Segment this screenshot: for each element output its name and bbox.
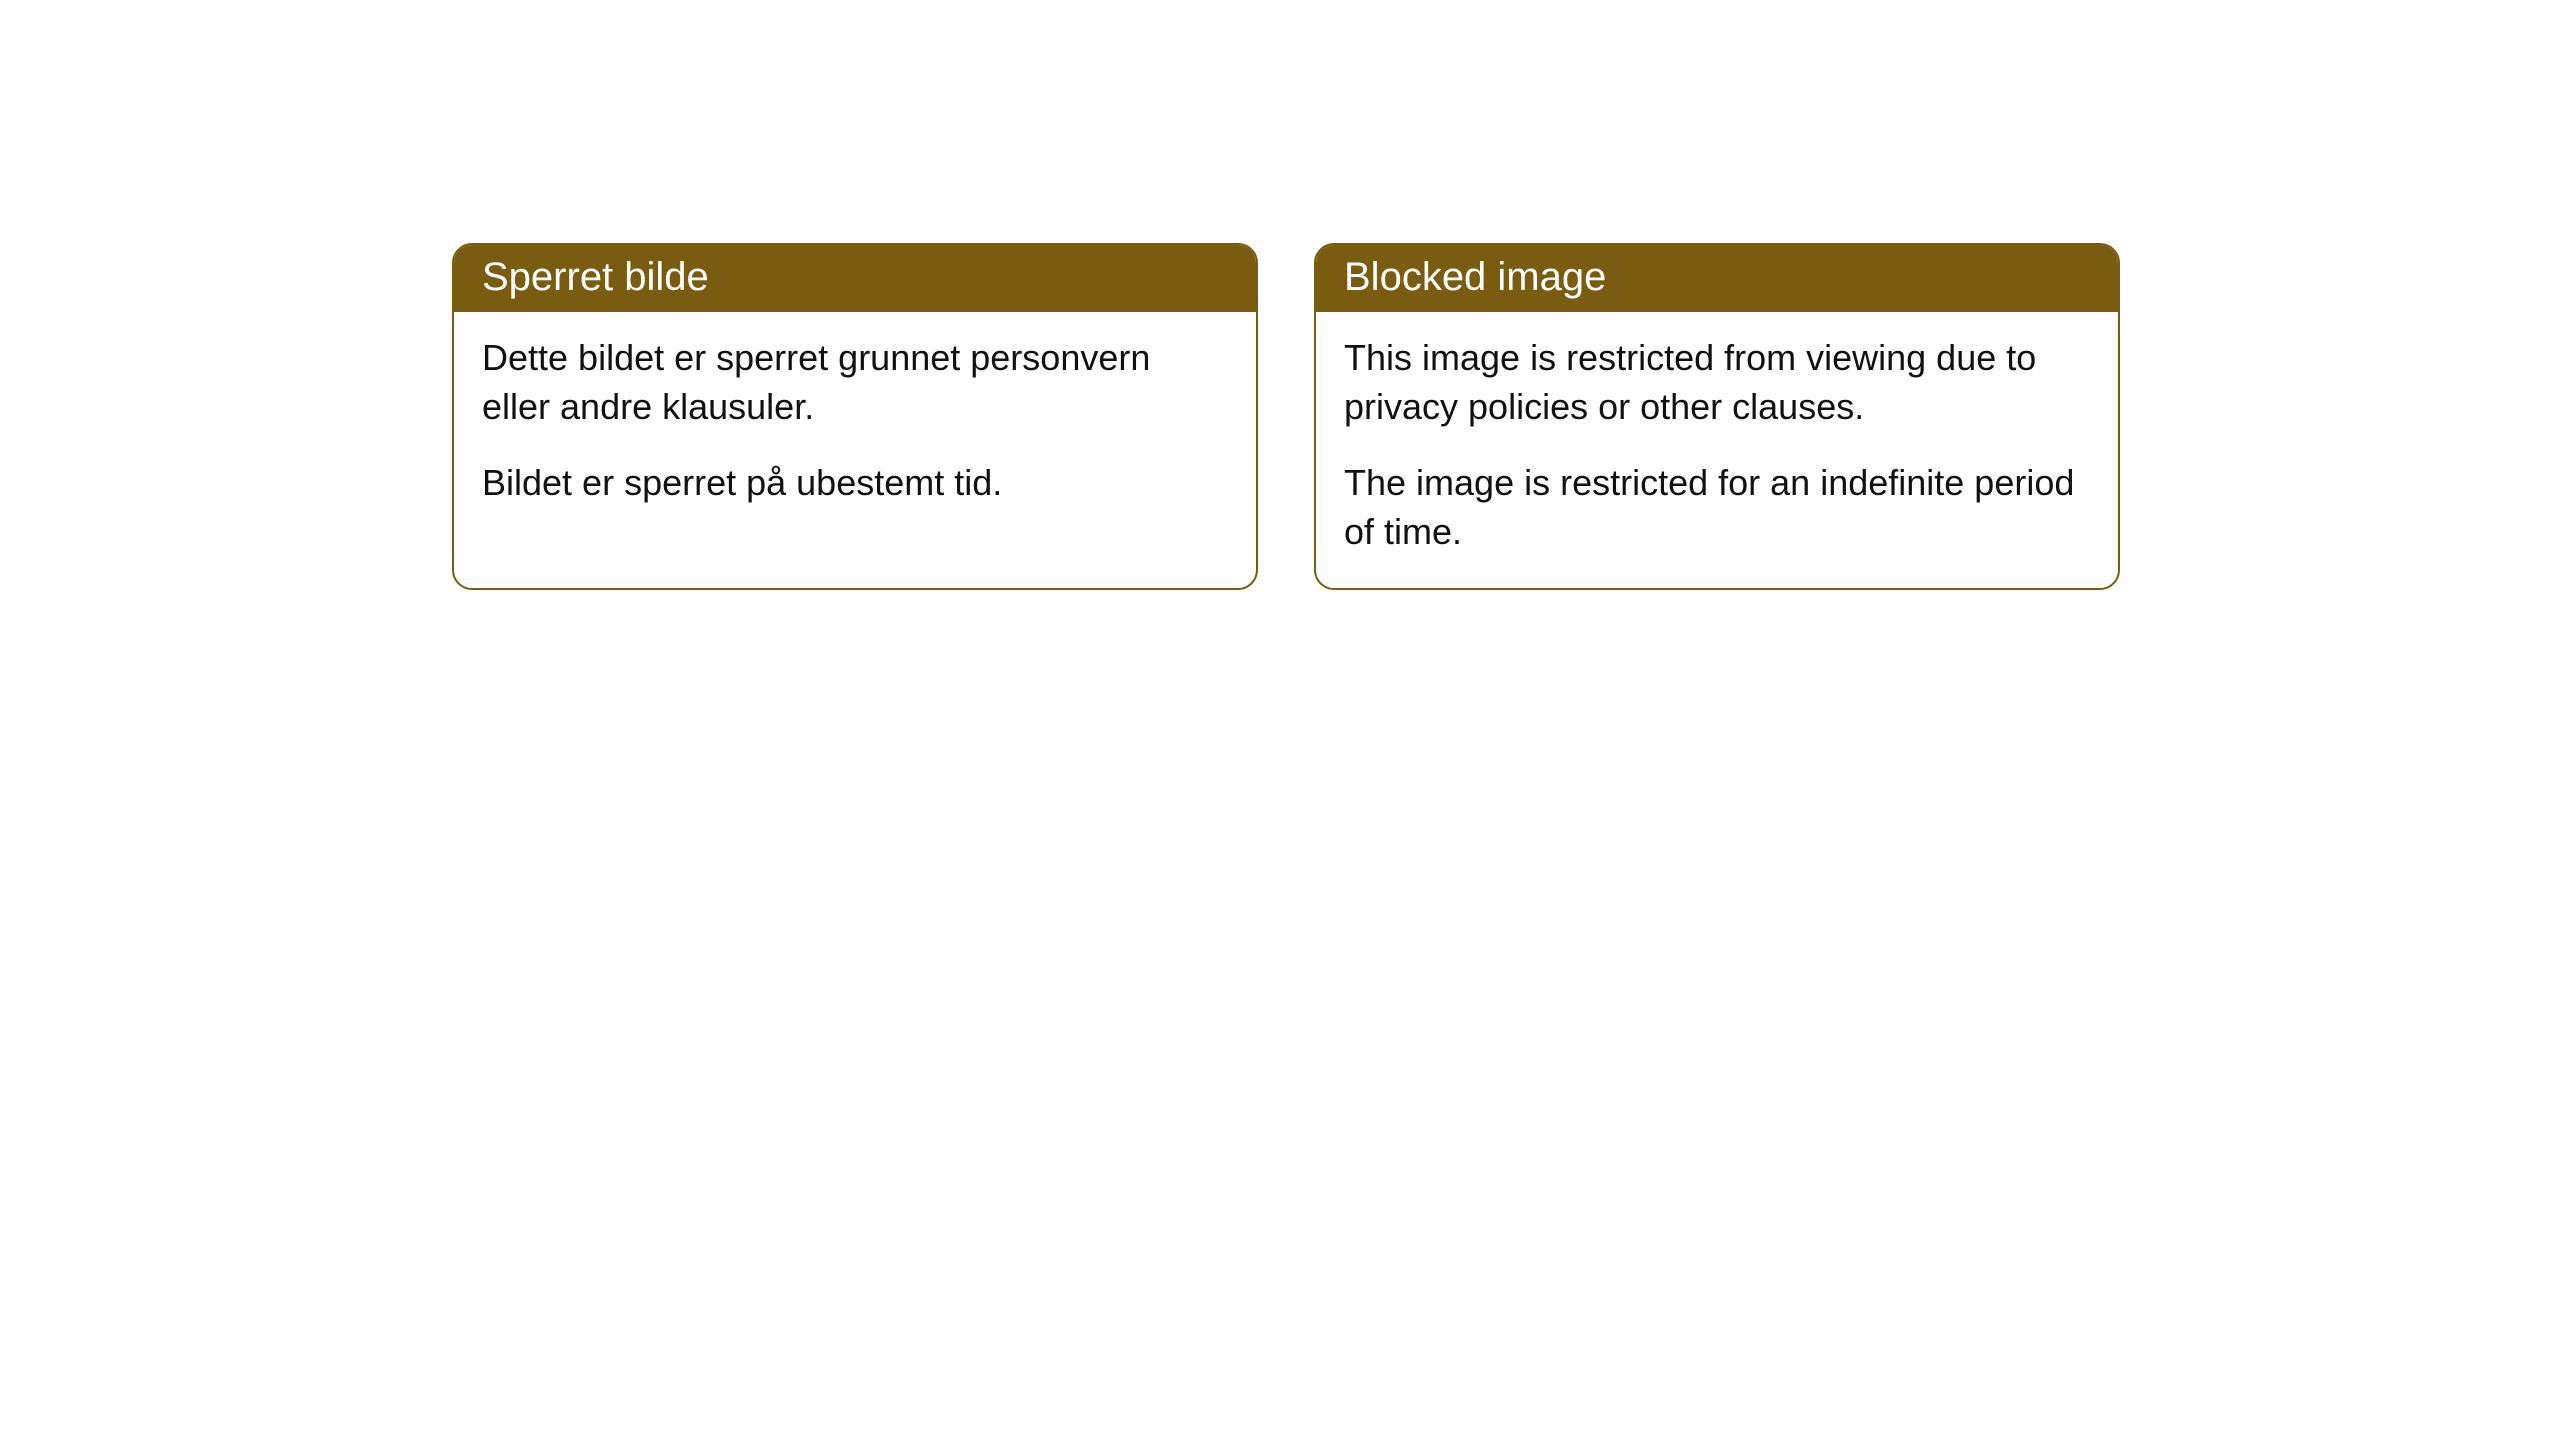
notice-body-norwegian: Dette bildet er sperret grunnet personve… bbox=[454, 312, 1256, 540]
notice-header-norwegian: Sperret bilde bbox=[454, 245, 1256, 312]
notice-paragraph: Bildet er sperret på ubestemt tid. bbox=[482, 459, 1228, 508]
notice-body-english: This image is restricted from viewing du… bbox=[1316, 312, 2118, 588]
notice-paragraph: This image is restricted from viewing du… bbox=[1344, 334, 2090, 431]
notice-card-norwegian: Sperret bilde Dette bildet er sperret gr… bbox=[452, 243, 1258, 590]
notice-container: Sperret bilde Dette bildet er sperret gr… bbox=[0, 0, 2560, 590]
notice-card-english: Blocked image This image is restricted f… bbox=[1314, 243, 2120, 590]
notice-paragraph: Dette bildet er sperret grunnet personve… bbox=[482, 334, 1228, 431]
notice-paragraph: The image is restricted for an indefinit… bbox=[1344, 459, 2090, 556]
notice-header-english: Blocked image bbox=[1316, 245, 2118, 312]
